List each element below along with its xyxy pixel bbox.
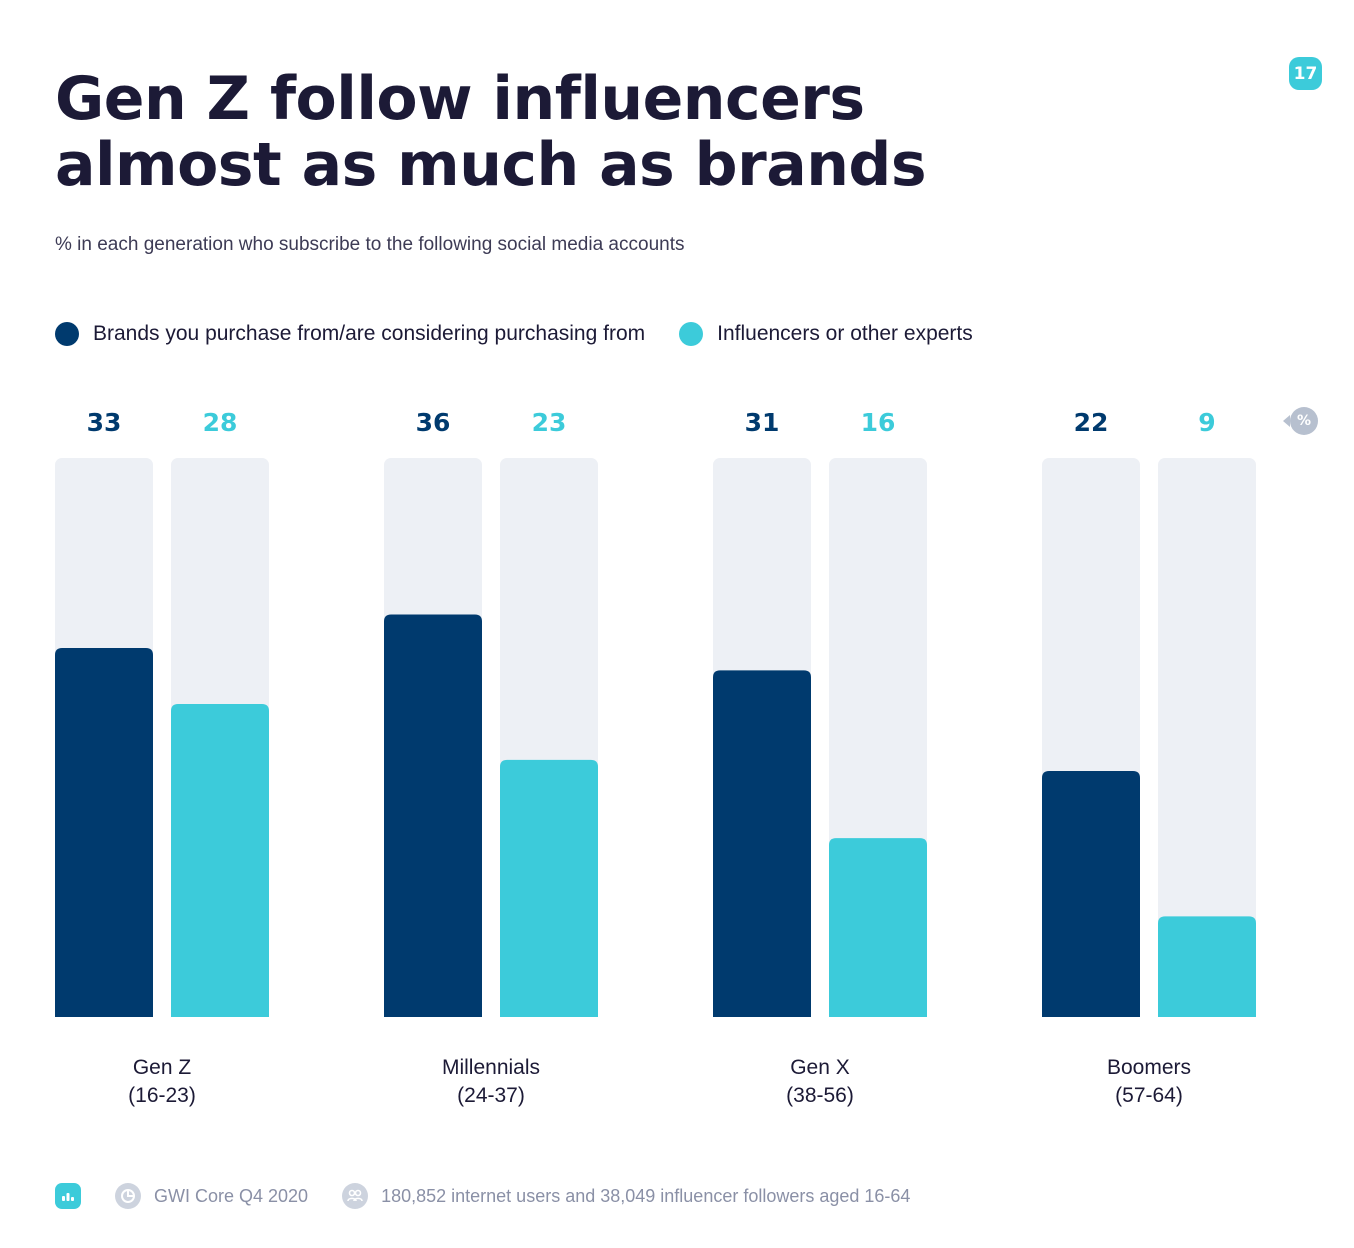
value-label-boomers-brands: 22 — [1074, 408, 1109, 437]
legend-label-brands: Brands you purchase from/are considering… — [93, 322, 646, 345]
unit-indicator: % — [1283, 407, 1318, 435]
unit-pointer-icon — [1283, 415, 1290, 427]
bar-boomers-brands — [1042, 771, 1140, 1017]
category-range-millennials: (24-37) — [457, 1084, 525, 1107]
page-number-badge: 17 — [1289, 57, 1322, 90]
value-label-boomers-influencers: 9 — [1198, 408, 1215, 437]
bar-chart-icon — [55, 1183, 81, 1209]
bar-millennials-influencers — [500, 759, 598, 1017]
category-label-boomers: Boomers — [1107, 1056, 1191, 1079]
category-label-millennials: Millennials — [442, 1056, 540, 1079]
footer-source: GWI Core Q4 2020 — [154, 1185, 309, 1206]
bar-gen-z-influencers — [171, 703, 269, 1017]
legend-item-influencers: Influencers or other experts — [679, 322, 973, 346]
chart-subtitle: % in each generation who subscribe to th… — [55, 234, 685, 255]
legend-item-brands: Brands you purchase from/are considering… — [55, 322, 645, 346]
category-label-gen-z: Gen Z — [133, 1056, 192, 1079]
bar-boomers-influencers — [1158, 916, 1256, 1017]
people-icon — [342, 1183, 369, 1209]
category-range-boomers: (57-64) — [1115, 1084, 1183, 1107]
page-title: Gen Z follow influencers almost as much … — [55, 66, 1155, 198]
footer-sample: 180,852 internet users and 38,049 influe… — [381, 1185, 911, 1206]
legend-label-influencers: Influencers or other experts — [717, 322, 973, 345]
legend-dot-influencers-icon — [679, 322, 704, 346]
title-line-2: almost as much as brands — [55, 130, 927, 200]
bar-gen-x-influencers — [829, 838, 927, 1017]
pie-chart-icon — [115, 1183, 141, 1209]
value-label-gen-z-influencers: 28 — [203, 408, 238, 437]
value-label-gen-z-brands: 33 — [87, 408, 122, 437]
bar-track-boomers-influencers — [1158, 458, 1256, 1017]
value-label-gen-x-influencers: 16 — [861, 408, 896, 437]
bar-gen-z-brands — [55, 648, 153, 1017]
category-range-gen-z: (16-23) — [128, 1084, 196, 1107]
bar-millennials-brands — [384, 614, 482, 1017]
percent-unit-badge: % — [1290, 407, 1318, 435]
category-range-gen-x: (38-56) — [786, 1084, 854, 1107]
legend-dot-brands-icon — [55, 322, 79, 346]
value-label-gen-x-brands: 31 — [745, 408, 780, 437]
footer: GWI Core Q4 2020 180,852 internet users … — [55, 1183, 910, 1209]
bar-gen-x-brands — [713, 670, 811, 1017]
value-label-millennials-influencers: 23 — [532, 408, 567, 437]
chart-legend: Brands you purchase from/are considering… — [55, 322, 1007, 346]
value-label-millennials-brands: 36 — [416, 408, 451, 437]
category-label-gen-x: Gen X — [790, 1056, 850, 1079]
title-line-1: Gen Z follow influencers — [55, 64, 865, 134]
